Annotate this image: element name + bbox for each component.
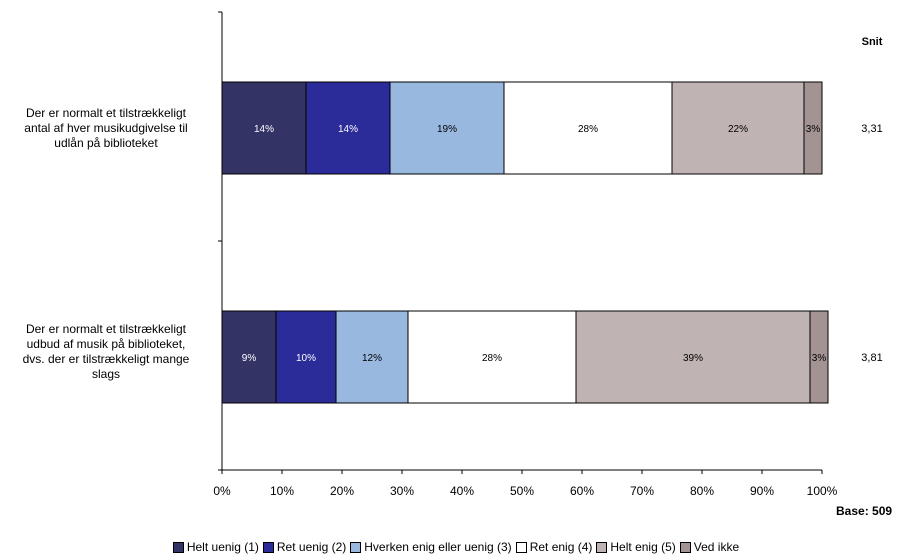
category-label-line: udbud af musik på biblioteket, bbox=[26, 337, 186, 351]
legend-swatch bbox=[679, 541, 691, 553]
bar-segment bbox=[221, 81, 307, 175]
legend-item: Ret uenig (2) bbox=[262, 540, 347, 554]
legend-swatch bbox=[596, 541, 608, 553]
data-label: 22% bbox=[728, 124, 748, 135]
x-tick-label: 100% bbox=[807, 484, 838, 498]
x-tick-label: 20% bbox=[330, 484, 354, 498]
legend-label: Helt uenig (1) bbox=[186, 540, 259, 554]
bar-segment bbox=[407, 310, 577, 404]
legend-swatch bbox=[172, 541, 184, 553]
tick-labels-group: 0% 10% 20% 30% 40% 50% 60% 70% 80% 90% 100% bbox=[213, 484, 837, 498]
x-tick-label: 10% bbox=[270, 484, 294, 498]
category-label-line: antal af hver musikudgivelse til bbox=[24, 121, 188, 135]
bar-segment bbox=[389, 81, 505, 175]
category-label-line: dvs. der er tilstrækkeligt mange bbox=[22, 352, 190, 366]
category-label-line: Der er normalt et tilstrækkeligt bbox=[25, 322, 187, 336]
category-label-line: slags bbox=[91, 367, 120, 381]
bar-segment bbox=[275, 310, 337, 404]
legend-item: Ved ikke bbox=[679, 540, 740, 554]
legend-swatch bbox=[262, 541, 274, 553]
legend-label: Ved ikke bbox=[693, 540, 740, 554]
legend-label: Helt enig (5) bbox=[610, 540, 676, 554]
x-tick-label: 90% bbox=[750, 484, 774, 498]
bar-segment bbox=[803, 81, 823, 175]
legend-item: Helt uenig (1) bbox=[172, 540, 259, 554]
data-label: 39% bbox=[683, 353, 703, 364]
legend-swatch bbox=[350, 541, 362, 553]
x-tick-label: 70% bbox=[630, 484, 654, 498]
bars-group: 14% 14% 19% 28% 22% 3% 9% 10% 12% 28% 39% 3% bbox=[221, 81, 829, 404]
x-tick-label: 50% bbox=[510, 484, 534, 498]
x-tick-label: 40% bbox=[450, 484, 474, 498]
category-label-line: Der er normalt et tilstrækkeligt bbox=[25, 106, 187, 120]
bar-segment bbox=[503, 81, 673, 175]
bar-segment bbox=[305, 81, 391, 175]
bar-segment bbox=[671, 81, 805, 175]
data-label: 10% bbox=[296, 353, 316, 364]
data-label: 14% bbox=[338, 124, 358, 135]
data-label: 3% bbox=[812, 353, 827, 364]
axes-group bbox=[218, 11, 823, 474]
bar-segment bbox=[335, 310, 409, 404]
legend-item: Hverken enig eller uenig (3) bbox=[350, 540, 512, 554]
base-label: Base: 509 bbox=[836, 504, 893, 518]
data-label: 3% bbox=[806, 124, 821, 135]
x-tick-label: 80% bbox=[690, 484, 714, 498]
legend-label: Ret enig (4) bbox=[529, 540, 593, 554]
x-tick-label: 60% bbox=[570, 484, 594, 498]
bar-segment bbox=[575, 310, 811, 404]
legend-item: Helt enig (5) bbox=[596, 540, 676, 554]
data-label: 28% bbox=[578, 124, 598, 135]
snit-header: Snit bbox=[861, 36, 883, 48]
legend: Helt uenig (1) Ret uenig (2) Hverken enig … bbox=[0, 540, 912, 556]
snit-value: 3,31 bbox=[861, 123, 882, 135]
data-label: 12% bbox=[362, 353, 382, 364]
x-tick-label: 30% bbox=[390, 484, 414, 498]
category-label-1: Der er normalt et tilstrækkeligt antal a… bbox=[0, 106, 212, 151]
bar-segment bbox=[809, 310, 829, 404]
data-label: 9% bbox=[242, 353, 257, 364]
legend-label: Ret uenig (2) bbox=[276, 540, 347, 554]
data-label: 14% bbox=[254, 124, 274, 135]
bar-segment bbox=[221, 310, 277, 404]
data-label: 28% bbox=[482, 353, 502, 364]
legend-swatch bbox=[515, 541, 527, 553]
legend-item: Ret enig (4) bbox=[515, 540, 593, 554]
snit-value: 3,81 bbox=[861, 352, 882, 364]
legend-label: Hverken enig eller uenig (3) bbox=[364, 540, 512, 554]
category-label-2: Der er normalt et tilstrækkeligt udbud a… bbox=[0, 322, 212, 382]
category-label-line: udlån på biblioteket bbox=[54, 136, 158, 150]
data-label: 19% bbox=[437, 124, 457, 135]
x-tick-label: 0% bbox=[213, 484, 231, 498]
snit-values-group: 3,31 3,81 bbox=[861, 123, 882, 364]
